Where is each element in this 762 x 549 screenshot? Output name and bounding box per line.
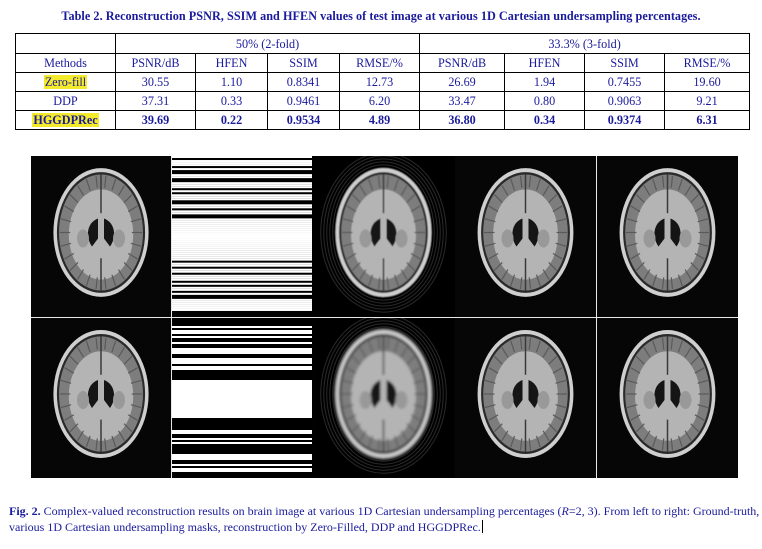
table-cell: 6.20 — [338, 91, 421, 111]
table-cell: 4.89 — [338, 110, 421, 130]
results-table: 50% (2-fold) 33.3% (3-fold) Methods PSNR… — [15, 33, 751, 130]
table-cell: 33.47 — [419, 91, 506, 111]
table-cell: 19.60 — [664, 72, 751, 92]
table-cell: 37.31 — [115, 91, 196, 111]
column-header: RMSE/% — [664, 53, 751, 73]
table-cell: 12.73 — [338, 72, 421, 92]
table-cell: 1.94 — [504, 72, 586, 92]
method-name-ddp: DDP — [15, 91, 116, 111]
column-header: SSIM — [584, 53, 666, 73]
reconstruction-figure — [31, 156, 738, 478]
group-header-2fold: 50% (2-fold) — [114, 33, 421, 54]
table-cell: 36.80 — [419, 110, 506, 130]
method-name-hggdprec: HGGDPRec — [32, 113, 99, 127]
table-group-header-row: 50% (2-fold) 33.3% (3-fold) — [15, 33, 751, 54]
table-cell: 0.22 — [195, 110, 268, 130]
table-column-header-row: Methods PSNR/dB HFEN SSIM RMSE/% PSNR/dB… — [15, 53, 751, 73]
table-cell: 26.69 — [419, 72, 506, 92]
column-header: PSNR/dB — [115, 53, 196, 73]
method-cell: Zero-fill — [15, 72, 116, 92]
method-name-zero-fill: Zero-fill — [43, 75, 88, 89]
figure-caption-text: =2, 3). From left to right: Ground-truth… — [9, 504, 760, 534]
table-row: DDP 37.31 0.33 0.9461 6.20 33.47 0.80 0.… — [15, 91, 751, 111]
method-cell: HGGDPRec — [15, 110, 116, 130]
table-cell: 0.9461 — [267, 91, 340, 111]
column-header: RMSE/% — [338, 53, 421, 73]
column-header: HFEN — [195, 53, 268, 73]
figure-caption: Fig. 2. Complex-valued reconstruction re… — [9, 504, 761, 535]
table-cell: 0.34 — [504, 110, 586, 130]
column-header: SSIM — [267, 53, 340, 73]
table-cell: 0.9063 — [584, 91, 666, 111]
ground-truth-image-row1 — [31, 156, 171, 317]
table-cell: 0.9534 — [267, 110, 340, 130]
table-cell: 39.69 — [115, 110, 196, 130]
table-corner-cell — [15, 33, 116, 54]
ddp-image-row2 — [455, 318, 596, 478]
ground-truth-image-row2 — [31, 318, 171, 478]
undersampling-mask-2fold — [172, 156, 312, 317]
table-title: Table 2. Reconstruction PSNR, SSIM and H… — [61, 9, 701, 23]
table-cell: 9.21 — [664, 91, 751, 111]
group-header-3fold: 33.3% (3-fold) — [419, 33, 751, 54]
figure-caption-variable: R — [561, 504, 569, 518]
table-cell: 0.33 — [195, 91, 268, 111]
hggdprec-image-row2 — [597, 318, 738, 478]
table-cell: 1.10 — [195, 72, 268, 92]
column-header: PSNR/dB — [419, 53, 506, 73]
zero-filled-image-row2 — [313, 318, 454, 478]
table-cell: 6.31 — [664, 110, 751, 130]
undersampling-mask-3fold — [172, 318, 312, 478]
ddp-image-row1 — [455, 156, 596, 317]
table-row: Zero-fill 30.55 1.10 0.8341 12.73 26.69 … — [15, 72, 751, 92]
table-cell: 0.80 — [504, 91, 586, 111]
figure-caption-text: Complex-valued reconstruction results on… — [40, 504, 562, 518]
table-cell: 30.55 — [115, 72, 196, 92]
figure-divider — [31, 317, 738, 318]
zero-filled-image-row1 — [313, 156, 454, 317]
column-header: Methods — [15, 53, 116, 73]
table-cell: 0.7455 — [584, 72, 666, 92]
table-cell: 0.9374 — [584, 110, 666, 130]
table-cell: 0.8341 — [267, 72, 340, 92]
table-row: HGGDPRec 39.69 0.22 0.9534 4.89 36.80 0.… — [15, 110, 751, 130]
figure-caption-label: Fig. 2. — [9, 504, 41, 518]
text-cursor — [481, 519, 483, 533]
column-header: HFEN — [504, 53, 586, 73]
hggdprec-image-row1 — [597, 156, 738, 317]
